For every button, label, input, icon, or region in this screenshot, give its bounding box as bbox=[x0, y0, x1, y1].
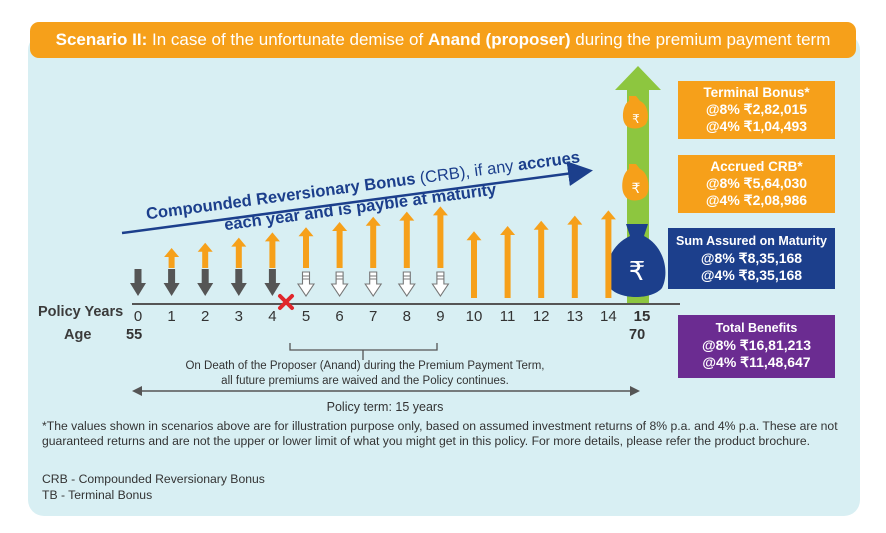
waived-years-bracket bbox=[289, 343, 438, 360]
title-highlight: Anand (proposer) bbox=[427, 30, 571, 49]
svg-text:₹: ₹ bbox=[629, 257, 646, 287]
maturity-arrow-head bbox=[615, 66, 661, 90]
policy-term-label: Policy term: 15 years bbox=[326, 400, 444, 414]
sum-assured-box: Sum Assured on Maturity @8% ₹8,35,168 @4… bbox=[668, 228, 835, 289]
scenario-title-bar: Scenario II: In case of the unfortunate … bbox=[30, 22, 856, 58]
death-note: On Death of the Proposer (Anand) during … bbox=[150, 359, 580, 389]
premium-paid-arrow bbox=[264, 269, 281, 296]
premium-waived-arrow bbox=[431, 271, 450, 297]
year-tick-label: 9 bbox=[436, 308, 445, 325]
policy-term-arrow bbox=[132, 386, 640, 396]
year-tick-label: 0 bbox=[133, 308, 143, 325]
premium-paid-arrow bbox=[197, 269, 214, 296]
bonus-arrow bbox=[164, 248, 180, 268]
bonus-arrow bbox=[264, 232, 280, 268]
total-benefits-title: Total Benefits bbox=[715, 321, 798, 335]
total-benefits-4: @4% ₹11,48,647 bbox=[702, 354, 811, 370]
sum-assured-8: @8% ₹8,35,168 bbox=[700, 250, 803, 266]
year-tick-label: 13 bbox=[566, 308, 584, 325]
year-tick-label: 11 bbox=[499, 308, 516, 325]
bonus-arrow bbox=[600, 210, 616, 298]
premium-waived-arrow bbox=[330, 271, 349, 297]
accrued-crb-title: Accrued CRB* bbox=[710, 159, 803, 174]
crb-trend-arrow bbox=[121, 161, 593, 235]
abbr-crb: CRB - Compounded Reversionary Bonus bbox=[42, 472, 265, 486]
sum-assured-bag-icon: ₹ bbox=[606, 224, 666, 297]
crb-label-1c: accrues bbox=[517, 148, 581, 174]
abbr-tb: TB - Terminal Bonus bbox=[42, 488, 153, 502]
title-text-2: during the premium payment term bbox=[570, 30, 831, 49]
accrued-crb-4: @4% ₹2,08,986 bbox=[705, 192, 808, 208]
death-note-line-2: all future premiums are waived and the P… bbox=[221, 375, 509, 387]
death-marker-icon bbox=[278, 294, 294, 310]
sum-assured-title: Sum Assured on Maturity bbox=[676, 234, 827, 248]
year-tick-label: 4 bbox=[268, 308, 277, 325]
year-tick-label: 6 bbox=[335, 308, 344, 325]
year-tick-label: 7 bbox=[369, 308, 378, 325]
scenario-label: Scenario II: bbox=[55, 30, 148, 49]
bonus-arrow bbox=[197, 242, 213, 268]
bonus-arrow bbox=[365, 216, 381, 268]
svg-text:₹: ₹ bbox=[632, 181, 641, 197]
age-label: Age bbox=[64, 327, 92, 343]
total-benefits-8: @8% ₹16,81,213 bbox=[702, 337, 811, 353]
bonus-arrow bbox=[500, 226, 516, 298]
accrued-crb-8: @8% ₹5,64,030 bbox=[705, 175, 808, 191]
age-start: 55 bbox=[126, 327, 143, 343]
bonus-arrow bbox=[466, 231, 482, 298]
bonus-arrow bbox=[399, 211, 415, 268]
terminal-bonus-4: @4% ₹1,04,493 bbox=[705, 118, 808, 134]
terminal-bonus-bag-icon: ₹ bbox=[622, 96, 648, 129]
year-tick-label: 12 bbox=[532, 308, 550, 325]
bonus-arrow bbox=[231, 237, 247, 268]
sum-assured-4: @4% ₹8,35,168 bbox=[700, 267, 803, 283]
year-tick-label: 1 bbox=[167, 308, 176, 325]
year-tick-label: 2 bbox=[201, 308, 210, 325]
terminal-bonus-box: Terminal Bonus* @8% ₹2,82,015 @4% ₹1,04,… bbox=[678, 81, 835, 139]
total-benefits-box: Total Benefits @8% ₹16,81,213 @4% ₹11,48… bbox=[678, 315, 835, 378]
year-tick-label: 5 bbox=[301, 308, 311, 325]
accrued-crb-bag-icon: ₹ bbox=[622, 164, 649, 201]
bonus-arrow bbox=[332, 222, 348, 268]
disclaimer-text: *The values shown in scenarios above are… bbox=[42, 419, 838, 448]
bonus-arrow bbox=[567, 215, 583, 298]
terminal-bonus-title: Terminal Bonus* bbox=[703, 85, 810, 100]
svg-text:₹: ₹ bbox=[632, 112, 640, 126]
policy-years-label: Policy Years bbox=[38, 304, 124, 320]
premium-waived-arrow bbox=[397, 271, 416, 297]
bonus-arrow bbox=[298, 227, 314, 268]
crb-label: Compounded Reversionary Bonus (CRB), if … bbox=[145, 148, 581, 234]
age-end: 70 bbox=[629, 327, 646, 343]
bonus-arrow bbox=[533, 220, 549, 298]
year-tick-label: 15 bbox=[633, 308, 651, 325]
bonus-arrow bbox=[432, 206, 448, 268]
premium-waived-arrow bbox=[296, 271, 316, 297]
accrued-crb-box: Accrued CRB* @8% ₹5,64,030 @4% ₹2,08,986 bbox=[678, 155, 835, 213]
premium-paid-arrow bbox=[130, 269, 146, 296]
year-tick-label: 3 bbox=[234, 308, 243, 325]
premium-paid-arrow bbox=[230, 269, 247, 296]
year-tick-label: 10 bbox=[465, 308, 483, 325]
year-tick-label: 8 bbox=[402, 308, 411, 325]
terminal-bonus-8: @8% ₹2,82,015 bbox=[705, 101, 808, 117]
year-tick-label: 14 bbox=[600, 308, 617, 325]
premium-paid-arrow bbox=[163, 269, 180, 296]
premium-waived-arrow bbox=[364, 271, 383, 297]
title-text-1: In case of the unfortunate demise of bbox=[147, 30, 428, 49]
death-note-line-1: On Death of the Proposer (Anand) during … bbox=[185, 360, 545, 372]
